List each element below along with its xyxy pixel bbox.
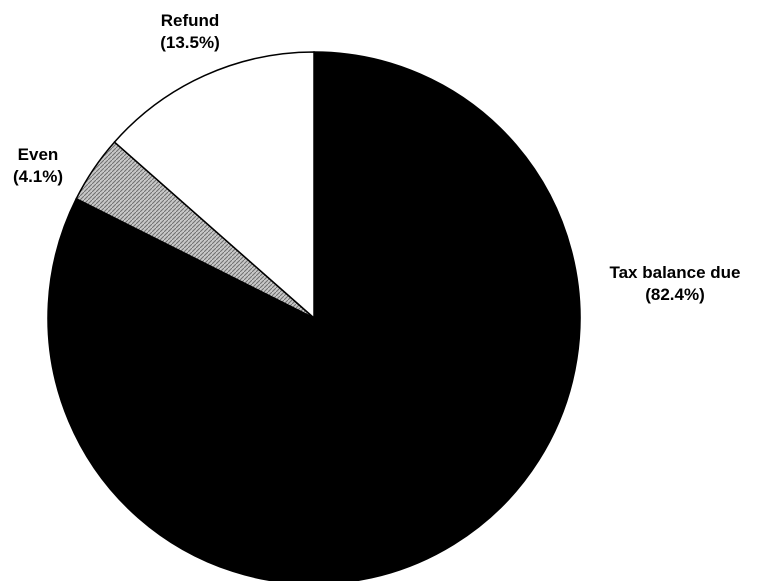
label-even: Even (4.1%) [0, 144, 76, 188]
label-even-value: (4.1%) [12, 167, 64, 186]
label-tax-balance-due-value: (82.4%) [645, 285, 705, 304]
label-refund-name: Refund [160, 11, 220, 30]
label-tax-balance-due-name: Tax balance due [609, 263, 741, 282]
label-refund: Refund (13.5%) [125, 10, 255, 54]
label-even-name: Even [17, 145, 59, 164]
label-refund-value: (13.5%) [160, 33, 220, 52]
pie-slice-refund [113, 51, 315, 320]
label-tax-balance-due: Tax balance due (82.4%) [590, 262, 760, 306]
